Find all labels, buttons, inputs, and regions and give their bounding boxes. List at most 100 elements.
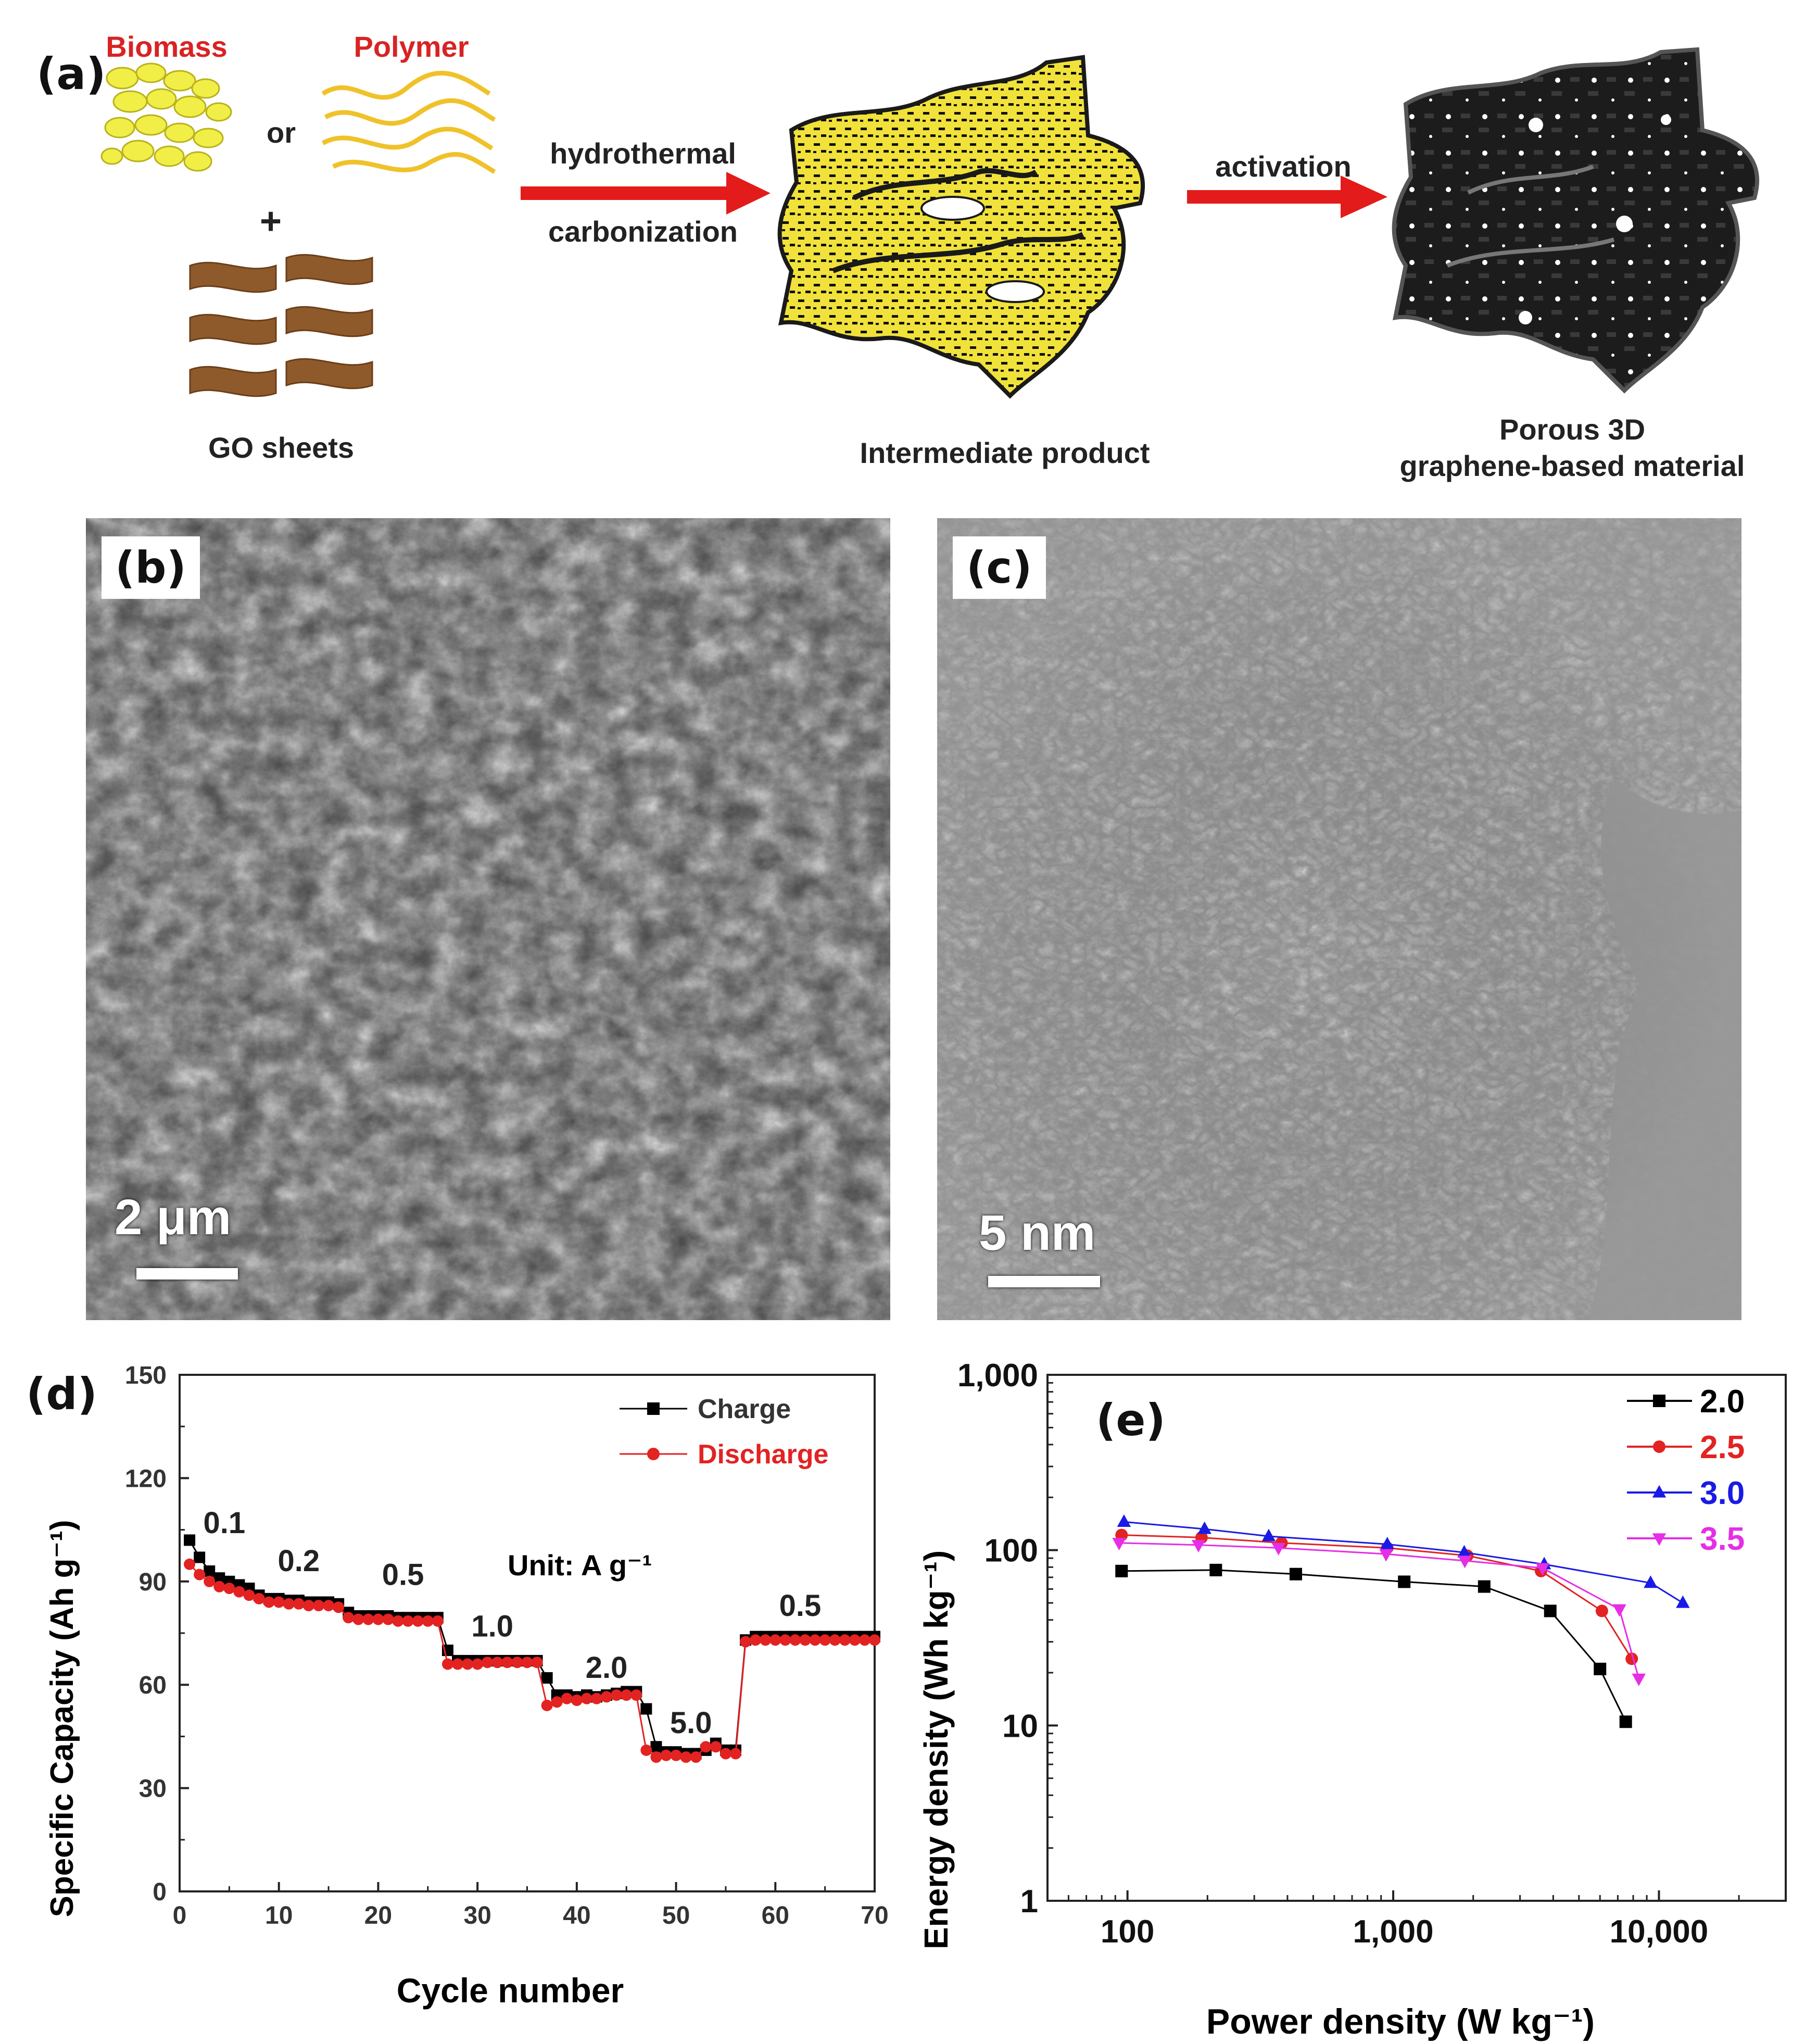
chart-d-point-discharge [452,1658,463,1670]
chart-d-rate-label: 2.0 [586,1651,628,1685]
chart-d-point-discharge [621,1689,633,1701]
chart-e-point-2-0 [1478,1580,1491,1593]
chart-d-xlabel: Cycle number [397,1971,624,2010]
tem-scale-bar [988,1276,1100,1287]
chart-d-point-discharge [323,1600,335,1612]
or-label: or [267,116,296,149]
chart-d-point-discharge [283,1598,295,1610]
chart-d-point-discharge [531,1657,543,1669]
chart-e-point-3-0 [1261,1528,1276,1541]
arrow-hydrothermal [521,172,771,215]
polymer-waves [321,70,496,174]
chart-e-point-2-0 [1544,1604,1557,1617]
chart-d-point-discharge [859,1634,870,1646]
chart-e-ytick-label: 100 [984,1533,1038,1569]
sem-scale-label: 2 μm [115,1189,232,1245]
chart-d-point-discharge [482,1657,494,1669]
chart-d-point-discharge [333,1601,345,1613]
intermediate-label: Intermediate product [860,436,1150,469]
chart-d-point-discharge [541,1699,553,1711]
chart-e-point-3-0 [1117,1514,1131,1527]
chart-e-series-line-2-0 [1121,1569,1627,1722]
chart-d-point-discharge [750,1634,762,1646]
chart-d-point-discharge [809,1634,821,1646]
panel-a-tag: (a) [36,48,106,99]
chart-d-point-charge [650,1741,662,1753]
chart-d-rate-label: 0.1 [204,1506,246,1540]
chart-d-point-discharge [601,1691,613,1703]
chart-d-point-discharge [432,1615,444,1627]
go-sheets [189,254,373,397]
chart-d-point-discharge [611,1689,623,1701]
chart-e-point-2-0 [1289,1568,1302,1581]
chart-d-point-discharge [491,1657,503,1669]
arrow-activation [1187,175,1387,218]
chart-d-xtick-label: 30 [463,1902,491,1929]
chart-e-point-3-0 [1676,1595,1690,1608]
chart-d-ytick-label: 0 [153,1878,167,1906]
chart-e-xtick-label: 10,000 [1610,1914,1709,1950]
chart-e-ylabel: Energy density (Wh kg⁻¹) [917,1550,955,1949]
biomass-label: Biomass [106,30,228,63]
chart-d-ytick-label: 90 [139,1569,167,1596]
chart-d-rate-label: 1.0 [471,1610,513,1644]
chart-d-point-discharge [372,1613,384,1625]
chart-d-point-discharge [352,1613,364,1625]
chart-d-point-discharge [402,1615,414,1627]
chart-d-point-discharge [243,1589,255,1601]
chart-d-point-discharge [273,1596,285,1608]
chart-d-point-discharge [362,1613,374,1625]
chart-e-point-3-5 [1632,1673,1646,1686]
chart-d-point-discharge [839,1634,851,1646]
chart-d-point-discharge [412,1615,424,1627]
chart-d-point-discharge [343,1612,355,1624]
chart-d-point-discharge [511,1657,523,1669]
chart-e-point-2-0 [1398,1575,1411,1588]
chart-d-ytick-label: 150 [125,1362,167,1389]
chart-d-point-discharge [422,1615,434,1627]
chart-d-point-discharge [660,1749,672,1761]
chart-d-legend-label-charge: Charge [698,1394,791,1424]
chart-d-point-discharge [561,1692,573,1704]
chart-e-point-2-5 [1595,1604,1608,1617]
chart-d-ylabel: Specific Capacity (Ah g⁻¹) [44,1520,80,1917]
chart-e-point-3-5 [1612,1604,1626,1617]
chart-e-point-3-5 [1191,1540,1206,1553]
chart-e-xlabel: Power density (W kg⁻¹) [1206,2002,1595,2041]
chart-e-legend-marker-3-0 [1652,1485,1667,1498]
go-sheets-label: GO sheets [208,431,355,464]
panel-b-tag: (b) [102,536,200,599]
chart-d-point-discharge [204,1575,216,1587]
chart-e-point-3-5 [1379,1549,1393,1562]
chart-d-point-discharge [551,1696,563,1708]
chart-e-point-3-0 [1644,1575,1658,1588]
chart-d-point-discharge [700,1741,712,1753]
chart-d-ytick-label: 120 [125,1465,167,1493]
arrow1-bottom-label: carbonization [548,215,738,248]
chart-e-xtick-label: 100 [1101,1914,1154,1950]
chart-d-rate-label: 0.5 [779,1589,822,1623]
chart-d-point-charge [541,1672,553,1684]
chart-d-point-discharge [441,1658,453,1670]
sem-scale-bar [136,1268,238,1280]
arrow2-top-label: activation [1215,150,1352,183]
chart-e-point-2-0 [1594,1662,1607,1675]
chart-e-point-2-0 [1209,1563,1222,1576]
chart-d-point-discharge [293,1598,305,1610]
chart-d-ytick-label: 60 [139,1672,167,1699]
chart-d-xtick-label: 0 [173,1902,187,1929]
chart-e-legend-marker-2-5 [1653,1440,1665,1453]
plus-label: + [259,200,282,242]
tem-texture [937,518,1741,1320]
chart-d-rate-label: 5.0 [670,1706,712,1740]
chart-e-point-3-0 [1197,1521,1211,1534]
chart-e-legend-marker-3-5 [1652,1533,1667,1546]
chart-e-ytick-label: 1 [1020,1884,1038,1920]
chart-d-point-charge [194,1551,206,1563]
chart-e-point-3-0 [1380,1537,1394,1550]
chart-e-legend-label-2-5: 2.5 [1700,1429,1745,1465]
panel-e-tag: (e) [1096,1395,1166,1446]
chart-d-rate-label: 0.5 [382,1558,424,1591]
chart-e-point-3-5 [1458,1556,1472,1569]
chart-d-point-charge [213,1572,225,1584]
